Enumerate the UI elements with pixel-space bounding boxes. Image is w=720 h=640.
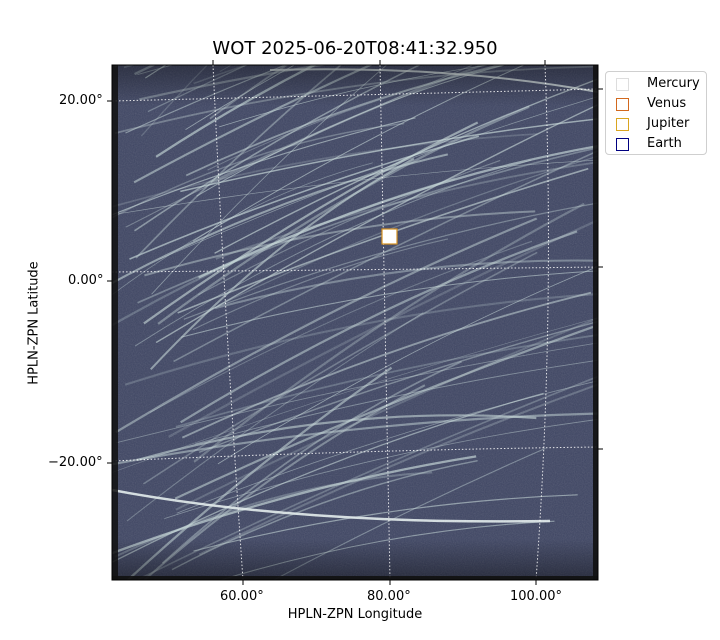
grid-line [112,266,598,273]
legend-swatch [616,78,629,91]
coordinate-grid [112,65,598,580]
dust-streak [219,65,233,72]
dust-streak [134,0,509,63]
legend-label: Jupiter [647,116,690,131]
jupiter-marker [381,228,398,245]
legend-item-mercury: Mercury [616,75,706,93]
grid-line [379,65,391,580]
y-tick-label: 0.00° [68,273,104,288]
plot-title: WOT 2025-06-20T08:41:32.950 [212,38,498,59]
dust-streak [218,0,709,62]
grid-line [535,65,549,580]
legend-swatch [616,118,629,131]
legend-item-venus: Venus [616,95,706,113]
grid-line [212,65,244,580]
dust-streak [114,65,120,68]
x-tick-label: 100.00° [510,589,562,604]
x-axis-label: HPLN-ZPN Longitude [287,607,423,622]
legend-swatch [616,138,629,151]
y-axis-label: HPLN-ZPN Latitude [26,261,42,385]
axis-ticks [107,60,603,585]
legend-item-earth: Earth [616,135,706,153]
planet-marker [381,228,398,245]
y-tick-label: 20.00° [59,93,103,108]
x-tick-label: 80.00° [367,589,411,604]
legend-item-jupiter: Jupiter [616,115,706,133]
dust-streak [102,0,532,63]
legend-label: Earth [647,136,682,151]
y-tick-label: −20.00° [48,455,103,470]
legend: Mercury Venus Jupiter Earth [605,71,707,155]
venus-marker [381,228,398,245]
dust-streak [123,65,136,69]
grid-line [112,88,598,102]
x-tick-label: 60.00° [220,589,264,604]
plot-frame [111,64,599,581]
legend-label: Mercury [647,76,700,91]
legend-label: Venus [647,96,687,111]
dust-streak [134,65,157,76]
coronagraph-image [102,0,709,580]
grid-line [112,446,598,462]
legend-swatch [616,98,629,111]
